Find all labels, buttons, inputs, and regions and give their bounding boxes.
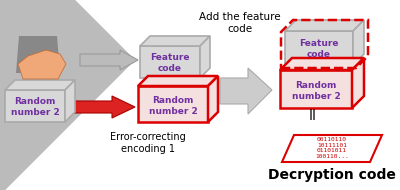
Polygon shape xyxy=(200,36,210,78)
Polygon shape xyxy=(33,82,43,86)
Text: Feature
code: Feature code xyxy=(150,53,190,73)
Polygon shape xyxy=(220,68,272,114)
Polygon shape xyxy=(353,20,364,65)
Text: 00110110
10111101
01101011
100110...: 00110110 10111101 01101011 100110... xyxy=(315,137,349,159)
Polygon shape xyxy=(140,46,200,78)
Text: Random
number 2: Random number 2 xyxy=(292,81,340,101)
Polygon shape xyxy=(72,96,135,118)
Polygon shape xyxy=(285,20,364,31)
Polygon shape xyxy=(140,36,210,46)
Polygon shape xyxy=(280,58,364,70)
Polygon shape xyxy=(208,76,218,122)
Text: Error-correcting
encoding 1: Error-correcting encoding 1 xyxy=(110,132,186,154)
Polygon shape xyxy=(18,50,66,79)
Polygon shape xyxy=(16,36,60,73)
Text: Feature
code: Feature code xyxy=(299,39,339,59)
Text: Add the feature
code: Add the feature code xyxy=(199,12,281,34)
Text: Random
number 2: Random number 2 xyxy=(11,97,59,117)
Polygon shape xyxy=(80,50,138,70)
Polygon shape xyxy=(138,76,218,86)
Text: Decryption code: Decryption code xyxy=(268,168,396,182)
Polygon shape xyxy=(65,80,75,122)
Polygon shape xyxy=(5,80,75,90)
Polygon shape xyxy=(12,32,64,76)
Polygon shape xyxy=(6,76,70,82)
Polygon shape xyxy=(5,90,65,122)
Text: ||: || xyxy=(309,109,317,120)
Polygon shape xyxy=(280,70,352,108)
Polygon shape xyxy=(138,86,208,122)
Polygon shape xyxy=(285,31,353,65)
Text: Random
number 2: Random number 2 xyxy=(149,96,197,116)
Polygon shape xyxy=(352,58,364,108)
Polygon shape xyxy=(282,135,382,162)
